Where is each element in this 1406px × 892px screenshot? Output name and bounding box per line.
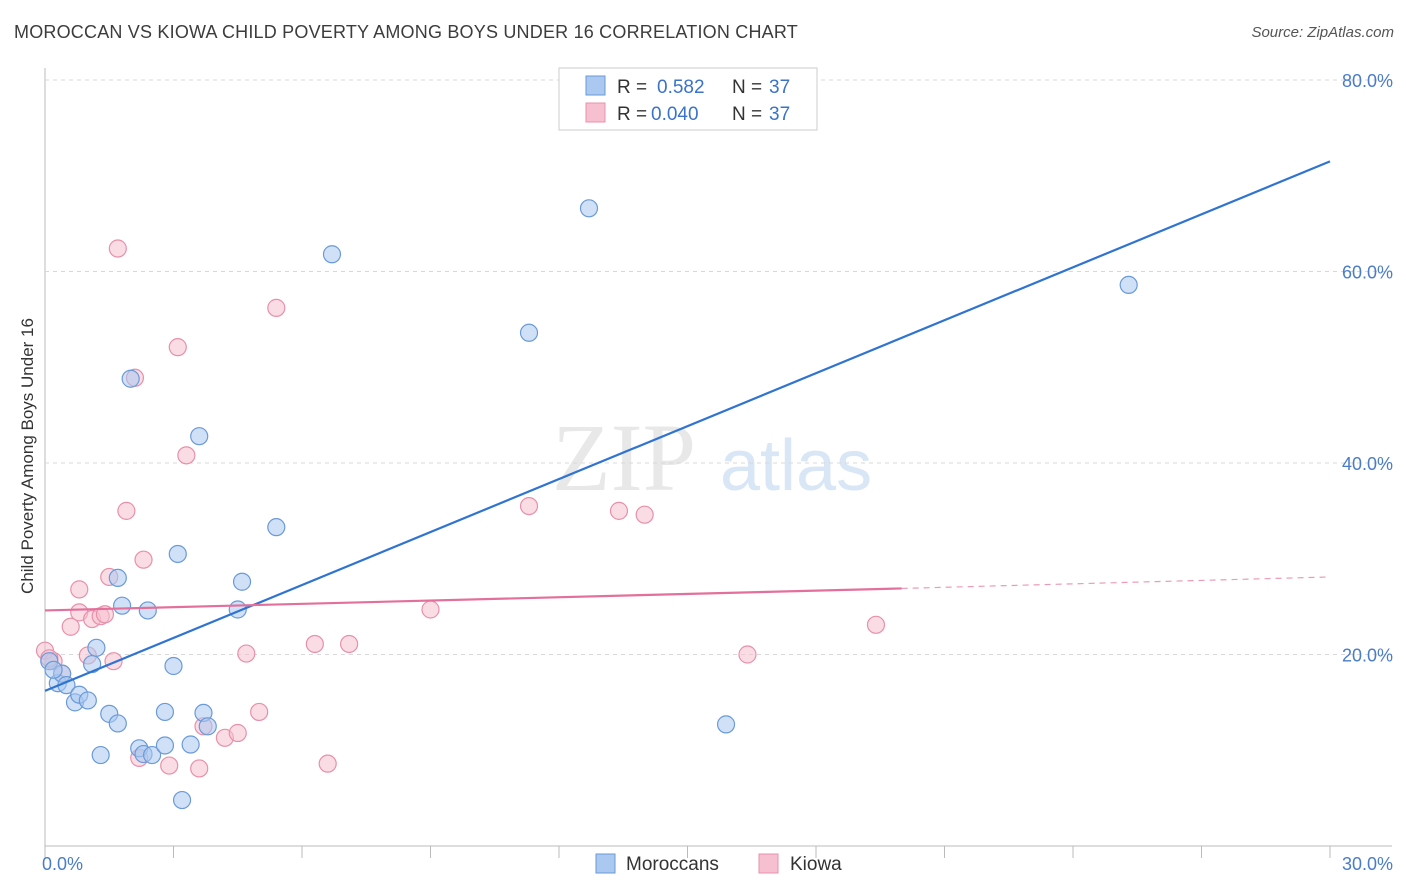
x-tick-label-0: 0.0%	[42, 854, 83, 874]
y-tick-labels: 20.0% 40.0% 60.0% 80.0%	[1342, 71, 1393, 666]
moroccan-point-30	[267, 518, 286, 537]
source-label: Source: ZipAtlas.com	[1251, 24, 1394, 41]
chart-title: MOROCCAN VS KIOWA CHILD POVERTY AMONG BO…	[14, 22, 798, 42]
kiowa-point-33	[635, 505, 654, 524]
legend-r-value-1: 0.582	[657, 77, 705, 98]
kiowa-point-4	[70, 580, 89, 599]
moroccan-point-11	[108, 568, 127, 588]
moroccan-trend-line	[44, 160, 1331, 692]
moroccan-point-29	[232, 572, 252, 591]
legend-swatch-kiowa	[585, 102, 606, 123]
moroccan-point-14	[121, 369, 140, 388]
moroccan-point-32	[519, 323, 539, 342]
kiowa-point-28	[318, 754, 337, 773]
moroccan-point-31	[322, 245, 342, 264]
legend-n-value-2: 37	[769, 104, 790, 125]
moroccan-points	[40, 199, 1138, 810]
moroccan-point-6	[78, 691, 97, 710]
moroccan-point-19	[155, 702, 175, 722]
moroccan-point-8	[87, 638, 106, 657]
moroccan-point-21	[164, 656, 183, 676]
grid-lines	[45, 79, 1392, 655]
y-tick-label-0: 20.0%	[1342, 646, 1393, 666]
bottom-legend-kiowa: Kiowa	[790, 854, 842, 875]
kiowa-point-34	[738, 645, 757, 664]
kiowa-point-27	[305, 634, 324, 654]
moroccan-point-20	[155, 736, 175, 755]
kiowa-point-19	[177, 446, 196, 465]
kiowa-point-13	[117, 501, 136, 520]
bottom-legend-moroccans: Moroccans	[626, 854, 719, 875]
moroccan-point-36	[44, 660, 63, 679]
moroccan-point-12	[112, 596, 132, 615]
moroccan-point-18	[142, 745, 162, 765]
kiowa-trend-line	[44, 587, 902, 612]
moroccan-point-24	[181, 735, 200, 754]
legend: R = 0.582 N = 37 R = 0.040 N = 37	[558, 67, 818, 131]
kiowa-point-30	[421, 600, 440, 619]
kiowa-point-20	[190, 759, 209, 778]
trend-lines	[44, 160, 1331, 692]
legend-n-label-2: N =	[732, 104, 762, 125]
legend-r-label-2: R =	[617, 104, 647, 125]
kiowa-point-31	[519, 496, 539, 516]
kiowa-point-25	[250, 702, 269, 722]
kiowa-point-24	[237, 644, 256, 663]
kiowa-point-17	[160, 756, 179, 775]
y-tick-label-2: 60.0%	[1342, 263, 1393, 283]
watermark-zip: ZIP	[552, 404, 696, 511]
bottom-legend: Moroccans Kiowa	[595, 853, 842, 875]
watermark-atlas: atlas	[720, 426, 872, 506]
x-tick-labels: 0.0% 30.0%	[42, 854, 1393, 874]
kiowa-point-32	[609, 501, 629, 520]
bottom-legend-swatch-moroccans	[595, 853, 616, 874]
kiowa-point-29	[340, 634, 359, 654]
moroccan-point-33	[579, 199, 599, 218]
x-tick-label-1: 30.0%	[1342, 854, 1393, 874]
kiowa-trend-extension	[901, 576, 1331, 590]
y-axis-label: Child Poverty Among Boys Under 16	[18, 318, 37, 594]
y-tick-label-3: 80.0%	[1342, 71, 1393, 91]
kiowa-point-23	[228, 723, 247, 743]
moroccan-point-23	[172, 790, 192, 810]
legend-r-value-2: 0.040	[651, 104, 699, 125]
moroccan-point-35	[1119, 275, 1138, 295]
moroccan-point-10	[108, 714, 127, 733]
legend-n-label-1: N =	[732, 77, 762, 98]
kiowa-point-16	[134, 550, 153, 569]
moroccan-point-34	[716, 715, 736, 734]
y-tick-label-1: 40.0%	[1342, 454, 1393, 474]
kiowa-point-18	[168, 338, 187, 357]
moroccan-point-13	[91, 745, 110, 765]
legend-r-label-1: R =	[617, 77, 647, 98]
legend-swatch-moroccans	[585, 75, 606, 96]
kiowa-point-26	[267, 298, 286, 317]
kiowa-point-12	[108, 239, 127, 258]
legend-n-value-1: 37	[769, 77, 790, 98]
moroccan-point-27	[198, 717, 217, 736]
bottom-legend-swatch-kiowa	[758, 853, 779, 874]
moroccan-point-25	[190, 427, 209, 446]
x-ticks	[44, 846, 1331, 858]
moroccan-point-17	[138, 601, 157, 620]
moroccan-point-22	[168, 544, 187, 564]
kiowa-point-3	[61, 617, 80, 636]
kiowa-points	[35, 239, 886, 778]
kiowa-point-35	[866, 615, 886, 634]
